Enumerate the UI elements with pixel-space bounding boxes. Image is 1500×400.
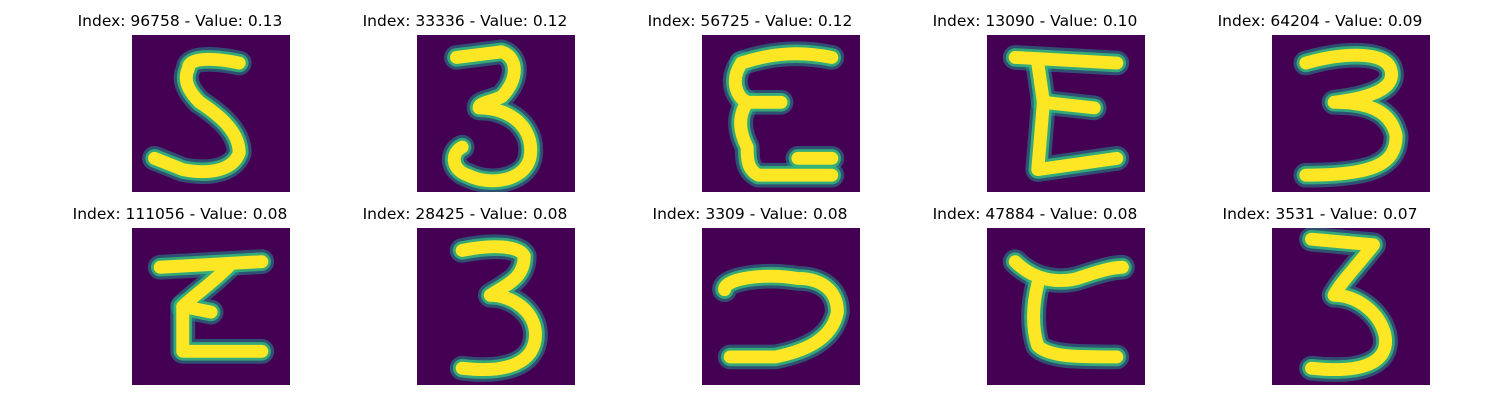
panel-title: Index: 13090 - Value: 0.10: [932, 12, 1138, 30]
glyph-image-3: [1272, 228, 1430, 385]
panel-6: Index: 111056 - Value: 0.08: [30, 193, 330, 386]
glyph-image-5: [132, 35, 290, 192]
glyph-image-e: [702, 35, 860, 192]
panel-title: Index: 64204 - Value: 0.09: [1217, 12, 1423, 30]
panel-title: Index: 33336 - Value: 0.12: [362, 12, 568, 30]
glyph-image-3: [1272, 35, 1430, 192]
glyph-image-e: [987, 35, 1145, 192]
glyph-image-3: [417, 35, 575, 192]
panel-4: Index: 13090 - Value: 0.10: [885, 0, 1185, 193]
panel-8: Index: 3309 - Value: 0.08: [600, 193, 900, 386]
panel-3: Index: 56725 - Value: 0.12: [600, 0, 900, 193]
panel-2: Index: 33336 - Value: 0.12: [315, 0, 615, 193]
panel-title: Index: 28425 - Value: 0.08: [362, 205, 568, 223]
panel-title: Index: 3531 - Value: 0.07: [1222, 205, 1418, 223]
panel-title: Index: 3309 - Value: 0.08: [652, 205, 848, 223]
panel-title: Index: 111056 - Value: 0.08: [72, 205, 288, 223]
glyph-image-u-rotated: [702, 228, 860, 385]
panel-10: Index: 3531 - Value: 0.07: [1170, 193, 1470, 386]
panel-title: Index: 47884 - Value: 0.08: [932, 205, 1138, 223]
glyph-image-3: [417, 228, 575, 385]
panel-1: Index: 96758 - Value: 0.13: [30, 0, 330, 193]
panel-title: Index: 96758 - Value: 0.13: [77, 12, 283, 30]
glyph-image-z: [132, 228, 290, 385]
glyph-image-curved-e: [987, 228, 1145, 385]
panel-5: Index: 64204 - Value: 0.09: [1170, 0, 1470, 193]
panel-9: Index: 47884 - Value: 0.08: [885, 193, 1185, 386]
panel-title: Index: 56725 - Value: 0.12: [647, 12, 853, 30]
panel-7: Index: 28425 - Value: 0.08: [315, 193, 615, 386]
